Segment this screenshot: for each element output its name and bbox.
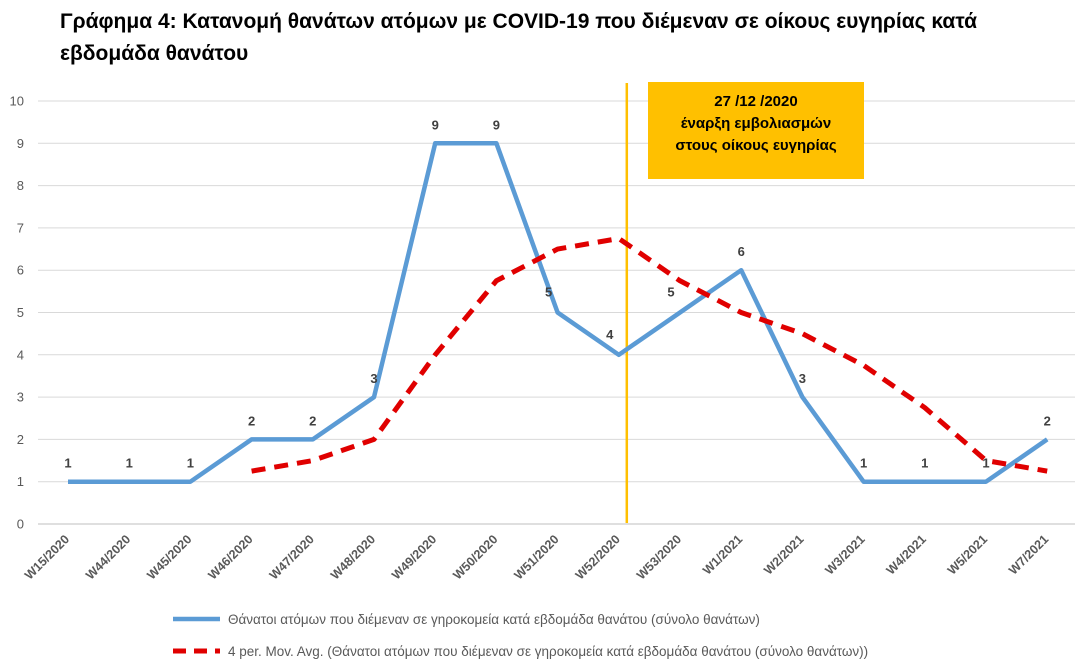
y-tick-label-10: 10 bbox=[10, 94, 24, 109]
annotation-text: 27 /12 /2020 bbox=[714, 93, 797, 110]
y-tick-label-5: 5 bbox=[17, 305, 24, 320]
moving-average-series-line bbox=[251, 235, 1048, 474]
x-axis-tick-labels: W15/2020 W44/2020 W45/2020 W46/2020 W47/2020… bbox=[22, 532, 1051, 582]
x-tick-label: W45/2020 bbox=[144, 532, 194, 582]
y-axis-tick-labels: 0 1 2 3 4 5 6 7 8 9 10 bbox=[10, 94, 24, 532]
vaccination-annotation: 27 /12 /2020 έναρξη εμβολιασμών στους οίκο… bbox=[648, 82, 864, 179]
data-label: 5 bbox=[545, 285, 552, 300]
x-tick-label: W44/2020 bbox=[83, 532, 133, 582]
chart-title: Γράφημα 4: Κατανομή θανάτων ατόμων με CO… bbox=[60, 10, 978, 65]
x-tick-label: W53/2020 bbox=[634, 532, 684, 582]
data-label: 1 bbox=[64, 456, 71, 471]
x-tick-label: W52/2020 bbox=[573, 532, 623, 582]
deaths-series-line bbox=[68, 141, 1049, 484]
data-label: 2 bbox=[309, 413, 316, 428]
x-tick-label: W3/2021 bbox=[822, 532, 867, 577]
data-label: 3 bbox=[799, 371, 806, 386]
x-tick-label: W51/2020 bbox=[512, 532, 562, 582]
x-tick-label: W4/2021 bbox=[884, 532, 929, 577]
x-tick-label: W2/2021 bbox=[761, 532, 806, 577]
data-label: 2 bbox=[248, 413, 255, 428]
x-tick-label: W1/2021 bbox=[700, 532, 745, 577]
data-label: 6 bbox=[738, 244, 745, 259]
y-tick-label-3: 3 bbox=[17, 390, 24, 405]
data-label: 4 bbox=[606, 327, 614, 342]
data-label: 5 bbox=[667, 285, 674, 300]
data-label: 9 bbox=[432, 117, 439, 132]
x-tick-label: W7/2021 bbox=[1006, 532, 1051, 577]
x-tick-label: W46/2020 bbox=[206, 532, 256, 582]
x-tick-label: W15/2020 bbox=[22, 532, 72, 582]
data-label: 1 bbox=[126, 456, 133, 471]
y-tick-label-7: 7 bbox=[17, 220, 24, 235]
data-label: 1 bbox=[982, 456, 989, 471]
x-tick-label: W47/2020 bbox=[267, 532, 317, 582]
y-tick-label-2: 2 bbox=[17, 432, 24, 447]
x-tick-label: W49/2020 bbox=[389, 532, 439, 582]
annotation-text: στους οίκους ευγηρίας bbox=[675, 137, 836, 154]
series-lines bbox=[68, 141, 1049, 484]
y-tick-label-6: 6 bbox=[17, 263, 24, 278]
annotation-box bbox=[648, 82, 864, 179]
data-label: 9 bbox=[493, 117, 500, 132]
y-tick-label-0: 0 bbox=[17, 517, 24, 532]
y-tick-label-4: 4 bbox=[17, 347, 24, 362]
x-tick-label: W48/2020 bbox=[328, 532, 378, 582]
annotation-text: έναρξη εμβολιασμών bbox=[681, 115, 831, 132]
data-label: 2 bbox=[1044, 413, 1051, 428]
legend-label-moving-average: 4 per. Mov. Avg. (Θάνατοι ατόμων που διέ… bbox=[228, 644, 868, 659]
data-labels: 1 1 1 2 2 3 9 9 5 4 5 6 3 1 1 1 2 bbox=[64, 117, 1050, 470]
data-label: 1 bbox=[187, 456, 194, 471]
data-label: 1 bbox=[860, 456, 867, 471]
y-tick-label-8: 8 bbox=[17, 178, 24, 193]
y-tick-label-9: 9 bbox=[17, 136, 24, 151]
data-label: 3 bbox=[370, 371, 377, 386]
data-label: 1 bbox=[921, 456, 928, 471]
legend-label-deaths: Θάνατοι ατόμων που διέμεναν σε γηροκομεί… bbox=[228, 612, 760, 627]
legend: Θάνατοι ατόμων που διέμεναν σε γηροκομεί… bbox=[173, 612, 868, 659]
x-tick-label: W50/2020 bbox=[450, 532, 500, 582]
y-tick-label-1: 1 bbox=[17, 474, 24, 489]
x-tick-label: W5/2021 bbox=[945, 532, 990, 577]
